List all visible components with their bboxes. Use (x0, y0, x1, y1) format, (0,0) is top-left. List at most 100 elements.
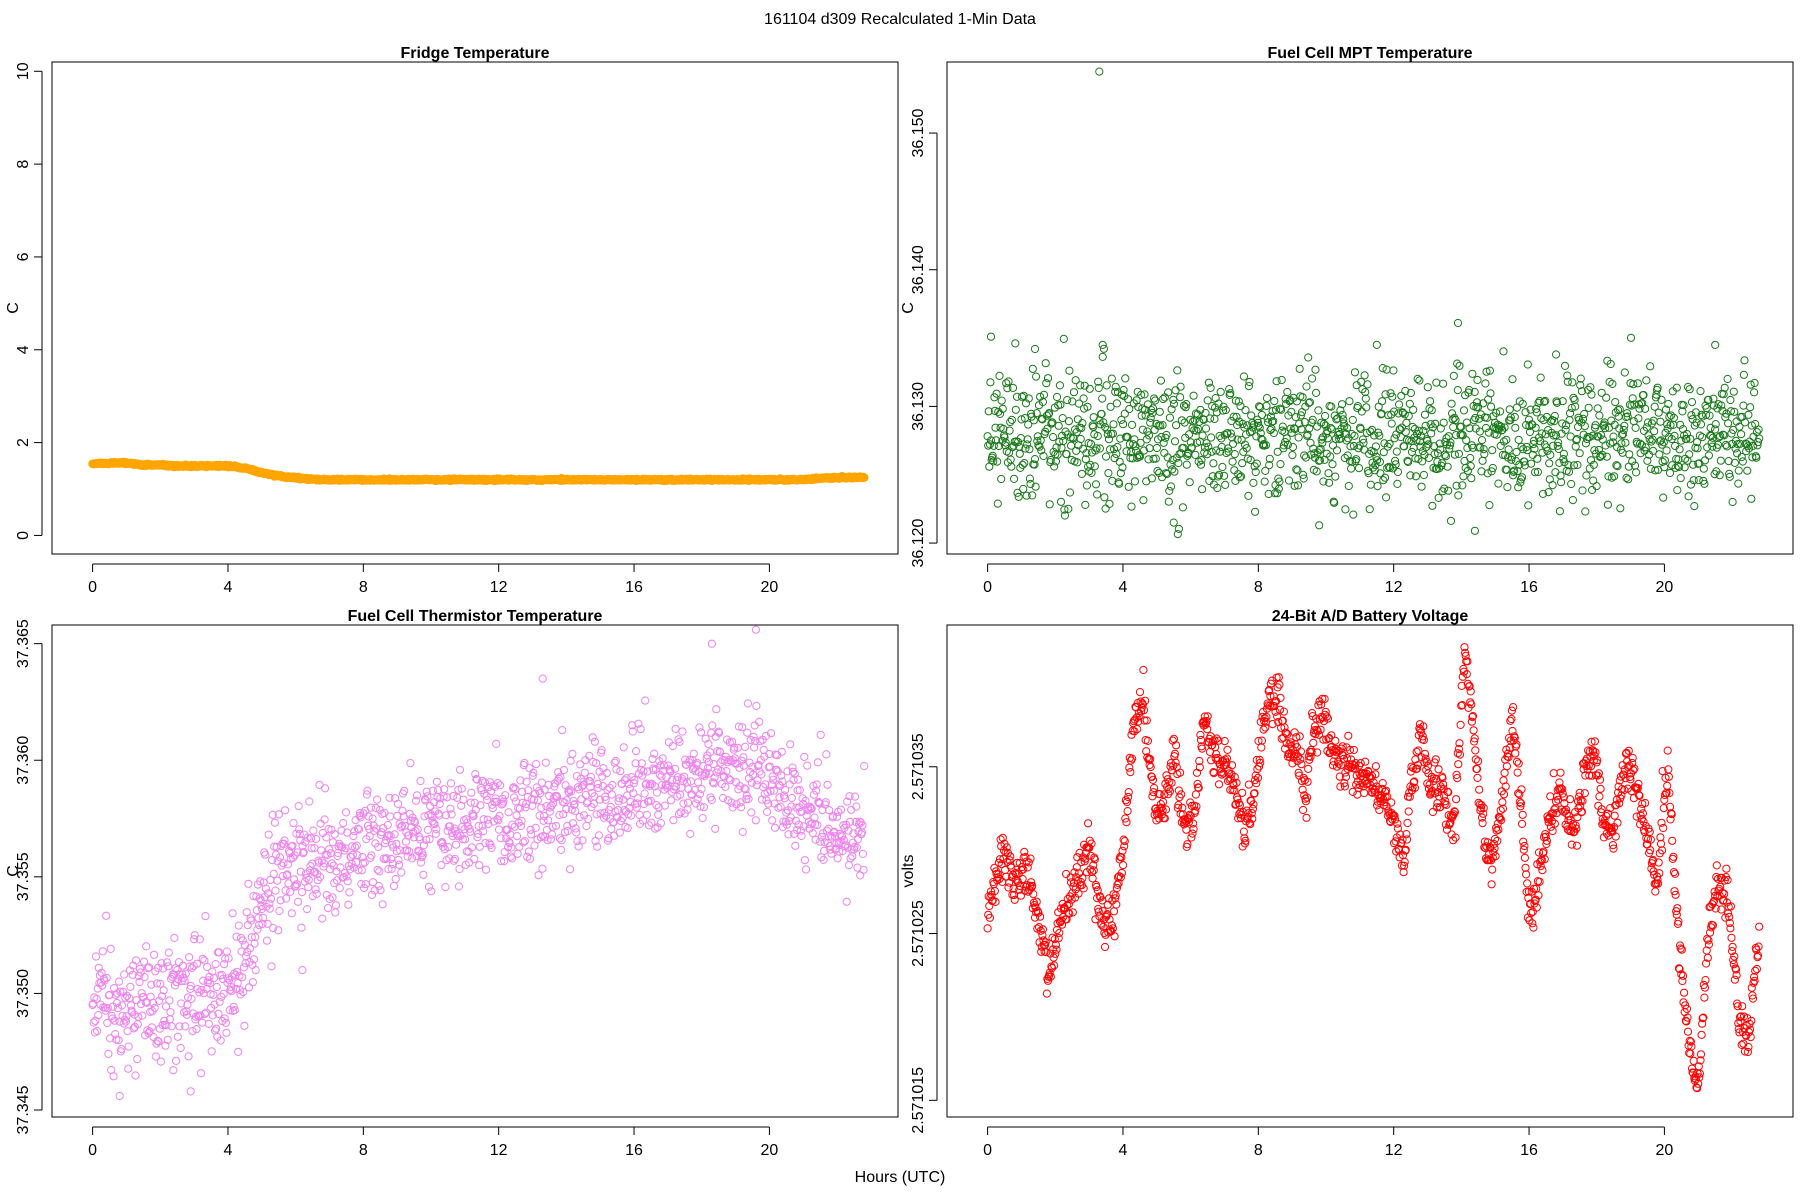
data-point (1119, 420, 1128, 429)
data-point (432, 825, 441, 834)
data-point (1563, 377, 1572, 386)
data-point (419, 870, 428, 879)
data-point (1478, 456, 1487, 465)
data-point (522, 777, 531, 786)
data-point (532, 760, 541, 769)
data-point (1222, 448, 1231, 458)
data-point (1419, 426, 1428, 435)
data-point (1642, 376, 1651, 385)
data-point (1276, 460, 1285, 469)
data-point (102, 911, 111, 920)
y-axis-label: C (900, 302, 917, 314)
data-point (1222, 754, 1232, 763)
data-point (624, 779, 633, 789)
data-point (1676, 474, 1685, 483)
data-point (1304, 764, 1313, 774)
data-point (217, 970, 226, 980)
data-point (271, 886, 280, 895)
data-point (331, 908, 340, 917)
data-point (423, 825, 432, 835)
data-point (1467, 474, 1476, 483)
data-point (637, 759, 646, 768)
data-point (753, 776, 762, 785)
data-point (567, 787, 576, 796)
data-point (479, 815, 488, 824)
data-point (1636, 439, 1645, 448)
data-point (1375, 431, 1384, 440)
data-point (1253, 415, 1262, 424)
data-point (1685, 385, 1694, 394)
data-point (755, 717, 764, 727)
data-point (807, 803, 816, 813)
data-point (516, 821, 526, 831)
data-point (1530, 444, 1539, 453)
data-point (1078, 874, 1087, 883)
data-point (716, 747, 725, 757)
data-point (1014, 492, 1023, 501)
data-point (798, 807, 807, 816)
data-point (246, 944, 255, 953)
data-point (586, 783, 595, 792)
data-point (1369, 447, 1378, 457)
data-point (1643, 418, 1653, 427)
y-tick-label: 36.120 (910, 518, 927, 567)
data-point (1376, 469, 1385, 478)
data-point (1671, 463, 1680, 472)
data-point (1509, 471, 1518, 480)
data-point (1538, 448, 1547, 457)
data-point (1149, 454, 1158, 463)
data-point (1402, 830, 1411, 839)
data-point (1470, 526, 1480, 535)
data-point (1213, 472, 1223, 481)
data-point (686, 829, 695, 839)
data-point (1254, 421, 1263, 430)
data-point (226, 985, 235, 994)
data-point (298, 966, 307, 975)
data-point (1510, 412, 1519, 422)
data-point (997, 860, 1006, 869)
data-point (1567, 479, 1576, 489)
data-point (1682, 435, 1691, 444)
data-point (1362, 780, 1371, 789)
data-point (1511, 423, 1520, 432)
data-point (248, 978, 257, 987)
data-point (1214, 470, 1224, 479)
data-point (1648, 435, 1657, 444)
data-point (1050, 961, 1059, 970)
data-point (1160, 814, 1169, 823)
data-point (628, 727, 637, 736)
data-point (1427, 429, 1436, 438)
data-point (496, 781, 505, 790)
data-point (815, 799, 824, 808)
data-point (1072, 428, 1081, 437)
data-point (1546, 450, 1555, 459)
data-point (424, 882, 434, 892)
data-point (335, 884, 344, 893)
data-point (1356, 759, 1365, 768)
data-point (219, 989, 228, 998)
data-point (789, 775, 798, 785)
data-point (1706, 423, 1715, 432)
data-point (465, 824, 474, 833)
data-point (471, 805, 480, 814)
data-point (210, 1000, 219, 1009)
data-point (1466, 461, 1475, 471)
data-point (821, 798, 830, 807)
data-point (1322, 712, 1331, 721)
data-point (1485, 501, 1494, 510)
data-point (1042, 379, 1051, 388)
data-point (227, 987, 236, 996)
data-point (1696, 420, 1706, 429)
data-point (1023, 863, 1032, 872)
data-point (133, 1055, 142, 1064)
data-point (1271, 405, 1281, 414)
data-point (1338, 742, 1347, 751)
data-point (805, 802, 815, 812)
data-point (991, 423, 1000, 432)
data-point (499, 797, 508, 806)
data-point (1172, 741, 1181, 750)
data-point (352, 841, 361, 850)
data-point (695, 790, 705, 799)
data-point (1098, 394, 1107, 403)
